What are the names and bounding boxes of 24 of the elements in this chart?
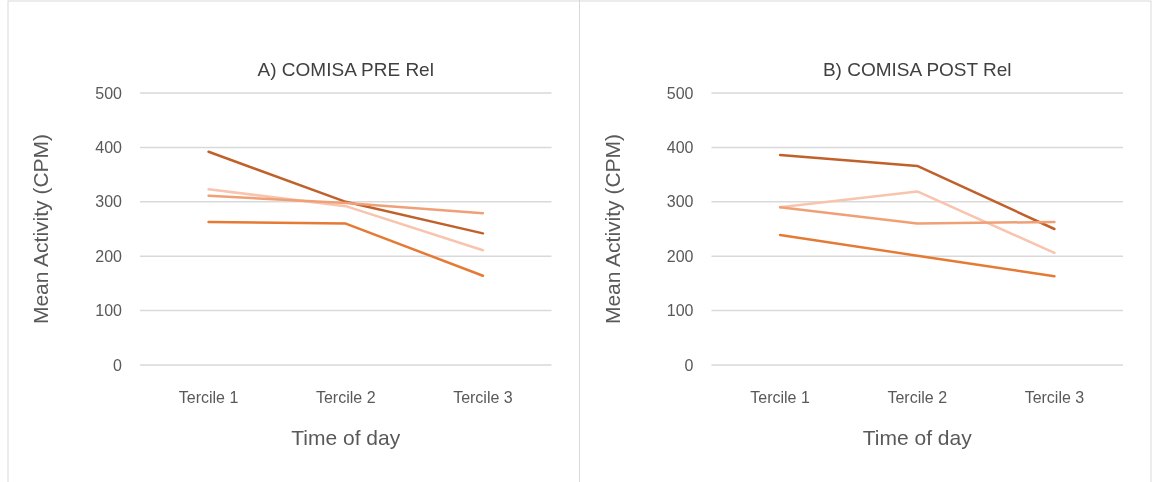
y-axis-title: Mean Activity (CPM) (29, 133, 52, 325)
chart-title: A) COMISA PRE Rel (257, 59, 434, 80)
x-tick-label: Tercile 1 (178, 389, 239, 406)
y-tick-label: 200 (666, 247, 694, 265)
x-axis-title: Time of day (291, 426, 401, 449)
y-tick-label: 500 (666, 84, 694, 102)
y-tick-label: 100 (666, 302, 694, 320)
x-tick-label: Tercile 2 (887, 389, 948, 406)
y-tick-label: 0 (684, 356, 694, 374)
y-axis-title: Mean Activity (CPM) (600, 133, 624, 325)
y-tick-label: 400 (666, 139, 694, 156)
chart-title: B) COMISA POST Rel (822, 59, 1012, 80)
y-tick-label: 300 (666, 193, 694, 211)
x-tick-label: Tercile 1 (750, 389, 810, 406)
y-tick-label: 500 (95, 84, 123, 102)
y-tick-label: 200 (95, 247, 123, 265)
y-tick-label: 100 (95, 302, 123, 320)
y-tick-label: 400 (95, 139, 123, 156)
x-tick-label: Tercile 3 (1024, 389, 1085, 406)
y-tick-label: 0 (113, 356, 123, 374)
x-tick-label: Tercile 3 (453, 389, 513, 406)
x-axis-title: Time of day (862, 426, 973, 449)
y-tick-label: 300 (95, 193, 123, 211)
x-tick-label: Tercile 2 (315, 389, 376, 406)
